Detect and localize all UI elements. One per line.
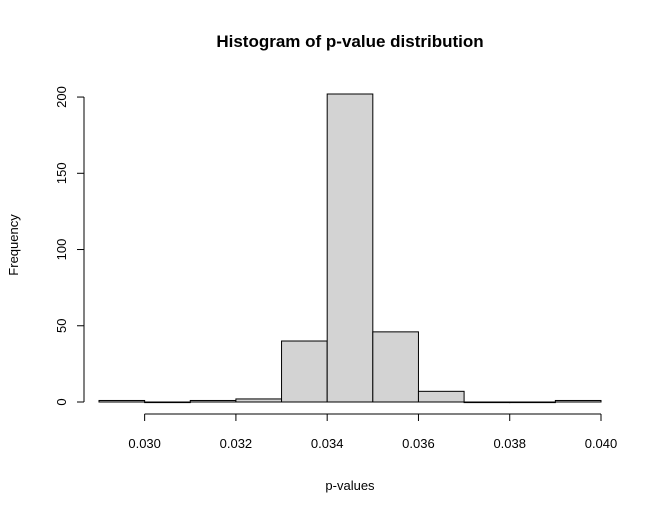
x-axis: 0.030 0.032 0.034 0.036 0.038 0.040 <box>128 413 618 451</box>
histogram-bar <box>281 340 328 403</box>
histogram-bar <box>235 398 283 403</box>
histogram-bar <box>417 390 465 403</box>
x-tick-label: 0.036 <box>402 436 435 451</box>
x-tick-label: 0.032 <box>220 436 253 451</box>
y-axis: 0 50 100 150 200 <box>54 86 85 406</box>
y-tick-label: 150 <box>54 162 69 184</box>
histogram-bar <box>509 401 556 404</box>
y-axis-label: Frequency <box>6 214 21 276</box>
histogram-bar <box>372 331 419 403</box>
y-tick-label: 50 <box>54 319 69 333</box>
x-tick-label: 0.040 <box>585 436 618 451</box>
y-tick-label: 0 <box>54 398 69 405</box>
y-tick-label: 200 <box>54 86 69 108</box>
histogram-bar <box>189 399 237 403</box>
histogram-bar <box>98 399 146 403</box>
y-tick-label: 100 <box>54 239 69 261</box>
histogram-bar <box>144 401 191 404</box>
histogram-bar <box>326 93 374 403</box>
x-tick-label: 0.038 <box>493 436 526 451</box>
histogram-bars <box>98 93 602 404</box>
histogram-bar <box>463 401 511 404</box>
chart-title: Histogram of p-value distribution <box>216 32 483 51</box>
x-tick-label: 0.034 <box>311 436 344 451</box>
x-axis-label: p-values <box>325 478 375 493</box>
histogram-bar <box>554 399 602 403</box>
x-tick-label: 0.030 <box>128 436 161 451</box>
